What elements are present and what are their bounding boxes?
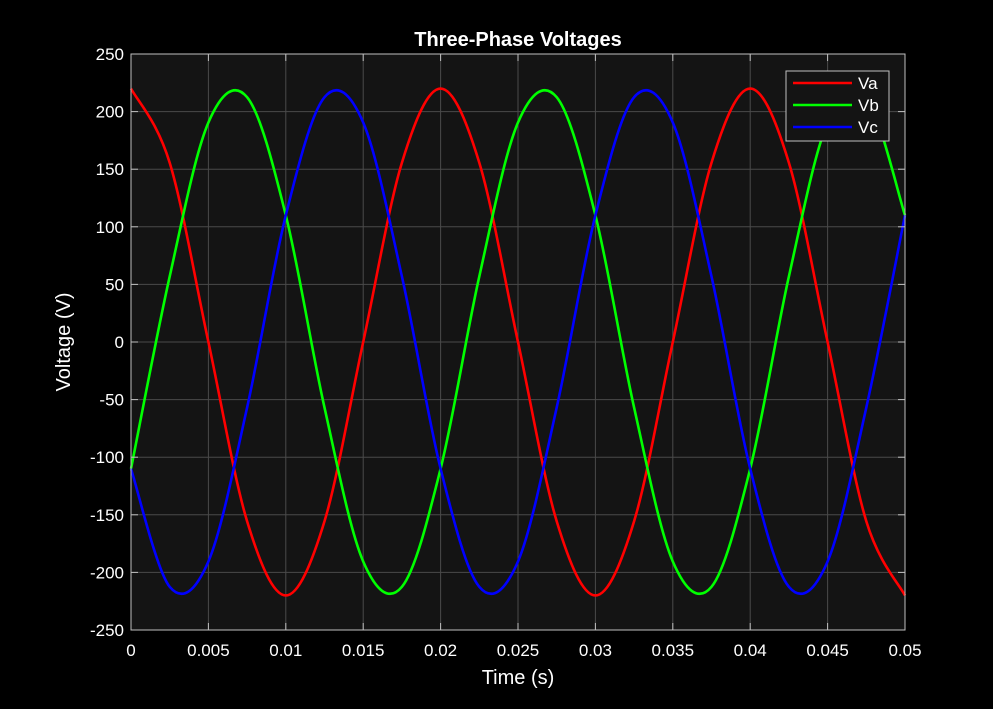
y-tick-label: 50: [105, 275, 124, 294]
x-tick-label: 0.02: [424, 641, 457, 660]
x-tick-label: 0.04: [734, 641, 767, 660]
y-tick-label: 0: [115, 333, 124, 352]
x-tick-label: 0.03: [579, 641, 612, 660]
legend-label-vb: Vb: [858, 96, 879, 115]
x-tick-label: 0: [126, 641, 135, 660]
series-line-vc: [129, 88, 907, 596]
x-tick-label: 0.005: [187, 641, 230, 660]
x-tick-label: 0.01: [269, 641, 302, 660]
x-axis-label: Time (s): [482, 667, 555, 689]
x-tick-label: 0.015: [342, 641, 385, 660]
y-tick-label: -250: [90, 621, 124, 640]
series-line-va: [129, 87, 907, 597]
chart-title: Three-Phase Voltages: [414, 29, 621, 51]
y-axis-label: Voltage (V): [53, 293, 75, 392]
x-tick-label: 0.035: [652, 641, 695, 660]
y-tick-label: 200: [96, 103, 124, 122]
series-line-vb: [129, 88, 907, 596]
legend-label-va: Va: [858, 74, 878, 93]
tick-marks: [130, 53, 906, 631]
x-tick-label: 0.05: [888, 641, 921, 660]
series-lines: [129, 87, 907, 597]
y-tick-label: -100: [90, 448, 124, 467]
y-tick-label: -150: [90, 506, 124, 525]
legend-items: Va Vb Vc: [793, 74, 879, 137]
x-tick-label: 0.045: [806, 641, 849, 660]
x-tick-labels: 0 0.005 0.01 0.015 0.02 0.025 0.03 0.035 0.04 0.0…: [126, 641, 921, 660]
legend-label-vc: Vc: [858, 118, 878, 137]
y-tick-labels: -250 -200 -150 -100 -50 0 50 100 150 200 250: [90, 45, 124, 640]
y-tick-label: -50: [99, 391, 124, 410]
y-tick-label: 100: [96, 218, 124, 237]
legend: Va Vb Vc: [785, 70, 890, 142]
y-tick-label: 250: [96, 45, 124, 64]
y-tick-label: -200: [90, 563, 124, 582]
y-tick-label: 150: [96, 160, 124, 179]
x-tick-label: 0.025: [497, 641, 540, 660]
